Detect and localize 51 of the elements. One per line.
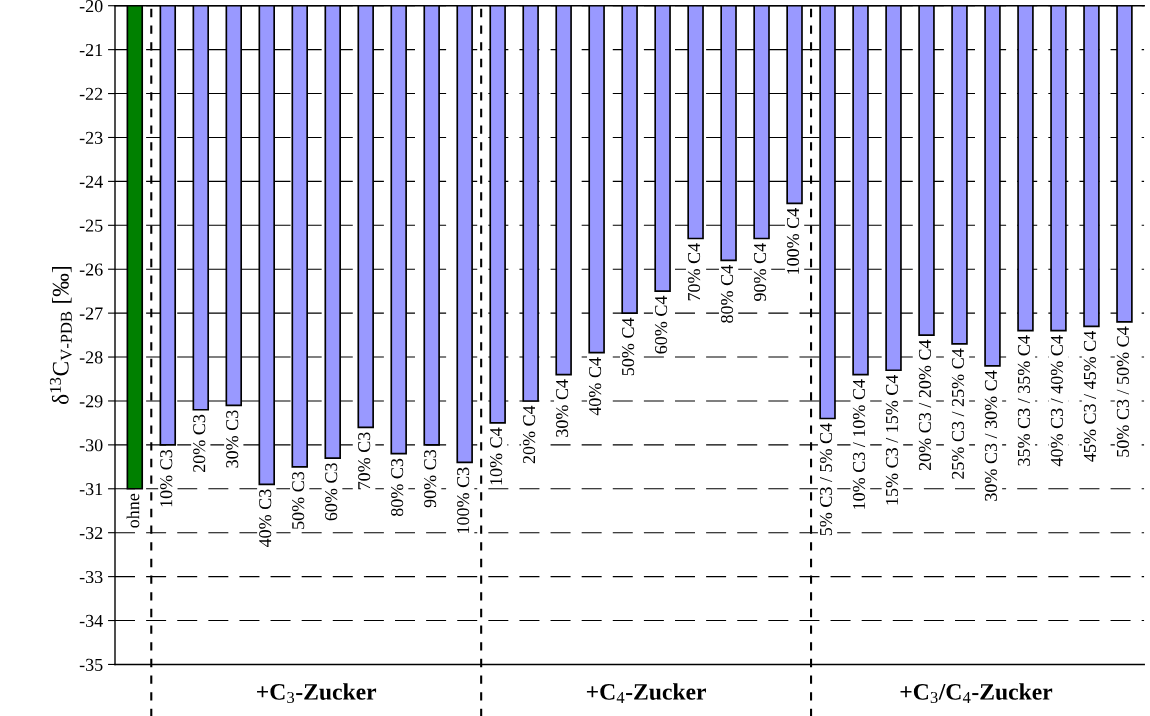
x-tick-label: ohne bbox=[126, 493, 140, 528]
y-tick-label: -25 bbox=[79, 219, 103, 232]
x-tick-label: 80% C4 bbox=[720, 265, 734, 323]
x-tick-label: 35% C3 / 35% C4 bbox=[1017, 335, 1031, 466]
x-tick-label: 10% C4 bbox=[490, 427, 503, 485]
x-tick-label: 40% C3 bbox=[259, 489, 272, 548]
y-tick-label: -26 bbox=[79, 263, 103, 276]
y-tick-label: -28 bbox=[79, 351, 103, 364]
x-tick-label: 80% C3 bbox=[391, 458, 404, 517]
y-tick-label: -23 bbox=[79, 131, 103, 144]
x-tick-label: 50% C3 bbox=[292, 471, 305, 529]
y-tick-label: -32 bbox=[79, 527, 103, 540]
text: +C$_{3}$/C$_{4}$-Zucker bbox=[900, 683, 1053, 704]
x-tick-label: 70% C4 bbox=[687, 243, 701, 301]
x-tick-label: 60% C4 bbox=[654, 295, 668, 354]
y-axis-title: δ$^{13}$C$_{V-PDB}$ [‰] bbox=[49, 267, 72, 405]
text: +C$_{4}$-Zucker bbox=[586, 683, 706, 703]
x-tick-label: 10% C3 bbox=[160, 449, 173, 507]
x-tick-label: 40% C4 bbox=[588, 357, 602, 416]
x-tick-label: 90% C3 bbox=[424, 449, 437, 508]
y-tick-label: -35 bbox=[79, 658, 103, 671]
y-tick-label: -34 bbox=[79, 614, 103, 627]
y-tick-label: -30 bbox=[79, 439, 103, 452]
x-tick-label: 30% C4 bbox=[555, 379, 569, 437]
x-tick-label: 30% C3 bbox=[226, 410, 239, 468]
y-tick-label: -27 bbox=[79, 307, 103, 320]
x-tick-label: 15% C3 / 15% C4 bbox=[885, 374, 899, 505]
x-tick-label: 90% C4 bbox=[753, 243, 767, 301]
y-tick-label: -20 bbox=[79, 0, 103, 13]
y-tick-label: -33 bbox=[79, 570, 103, 584]
x-tick-label: 40% C3 / 40% C4 bbox=[1050, 335, 1064, 467]
text: +C$_{3}$-Zucker bbox=[257, 683, 377, 704]
x-tick-label: 70% C3 bbox=[358, 432, 371, 490]
x-tick-label: 20% C3 bbox=[193, 414, 206, 473]
y-tick-label: -29 bbox=[79, 395, 103, 408]
x-tick-label: 30% C3 / 30% C4 bbox=[984, 370, 998, 501]
x-tick-label: 20% C4 bbox=[522, 405, 536, 464]
y-tick-label: -31 bbox=[79, 483, 103, 496]
x-tick-label: 50% C3 / 50% C4 bbox=[1116, 326, 1130, 457]
x-tick-label: 45% C3 / 45% C4 bbox=[1083, 330, 1097, 462]
x-tick-label: 5% C3 / 5% C4 bbox=[819, 423, 833, 536]
y-tick-label: -24 bbox=[79, 175, 103, 188]
x-tick-label: 25% C3 / 25% C4 bbox=[951, 348, 965, 479]
x-tick-label: 60% C3 bbox=[325, 463, 338, 521]
y-tick-label: -21 bbox=[79, 43, 103, 56]
x-tick-label: 100% C3 bbox=[457, 467, 470, 533]
x-tick-label: 20% C3 / 20% C4 bbox=[918, 339, 932, 471]
x-tick-label: 50% C4 bbox=[621, 317, 635, 376]
x-tick-label: 100% C4 bbox=[786, 208, 800, 274]
y-tick-label: -22 bbox=[79, 87, 103, 100]
x-tick-label: 10% C3 / 10% C4 bbox=[852, 379, 866, 509]
